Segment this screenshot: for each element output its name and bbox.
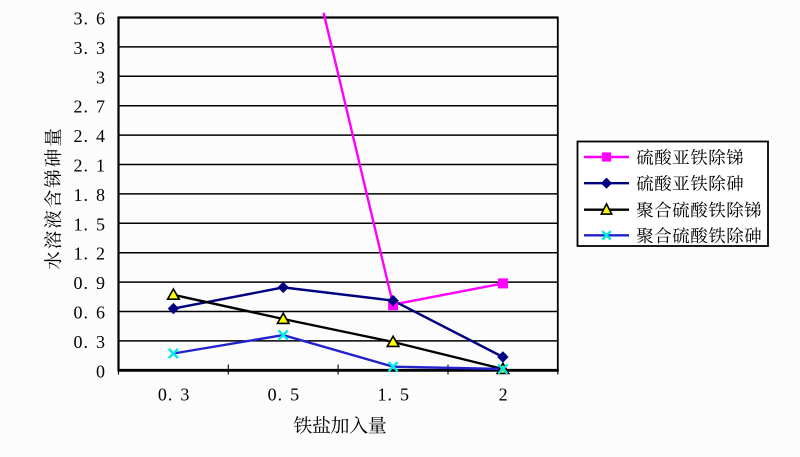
svg-text:0: 0: [96, 361, 106, 381]
svg-text:3: 3: [96, 67, 106, 87]
svg-text:2: 2: [499, 385, 509, 405]
